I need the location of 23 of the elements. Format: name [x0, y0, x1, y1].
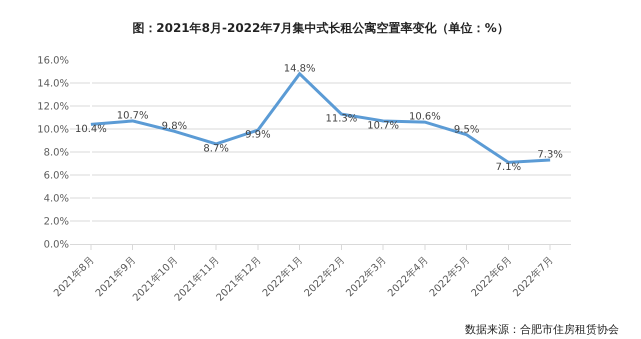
data-label: 9.8%	[162, 120, 188, 132]
data-label: 10.4%	[74, 124, 107, 135]
data-label: 10.7%	[367, 120, 400, 132]
y-tick-label: 4.0%	[44, 194, 69, 204]
y-tick-label: 6.0%	[44, 170, 69, 182]
data-label: 7.1%	[496, 162, 522, 173]
source-note: 数据来源：合肥市住房租赁协会	[465, 323, 619, 336]
data-label: 9.9%	[245, 130, 271, 141]
data-label: 9.5%	[454, 124, 480, 136]
y-tick-label: 12.0%	[37, 102, 69, 112]
y-tick-label: 16.0%	[37, 56, 69, 66]
data-label: 7.3%	[537, 150, 563, 161]
y-tick-label: 14.0%	[37, 78, 69, 90]
data-label: 10.7%	[116, 110, 149, 122]
y-tick-label: 8.0%	[44, 148, 69, 158]
data-label: 11.3%	[325, 114, 358, 125]
y-tick-label: 0.0%	[44, 240, 69, 250]
data-label: 8.7%	[203, 143, 229, 154]
data-label: 14.8%	[284, 63, 316, 74]
y-tick-label: 2.0%	[44, 216, 69, 228]
y-tick-label: 10.0%	[37, 124, 69, 136]
data-label: 10.6%	[408, 112, 441, 123]
chart-title: 图：2021年8月-2022年7月集中式长租公寓空置率变化（单位：%）	[132, 21, 509, 36]
